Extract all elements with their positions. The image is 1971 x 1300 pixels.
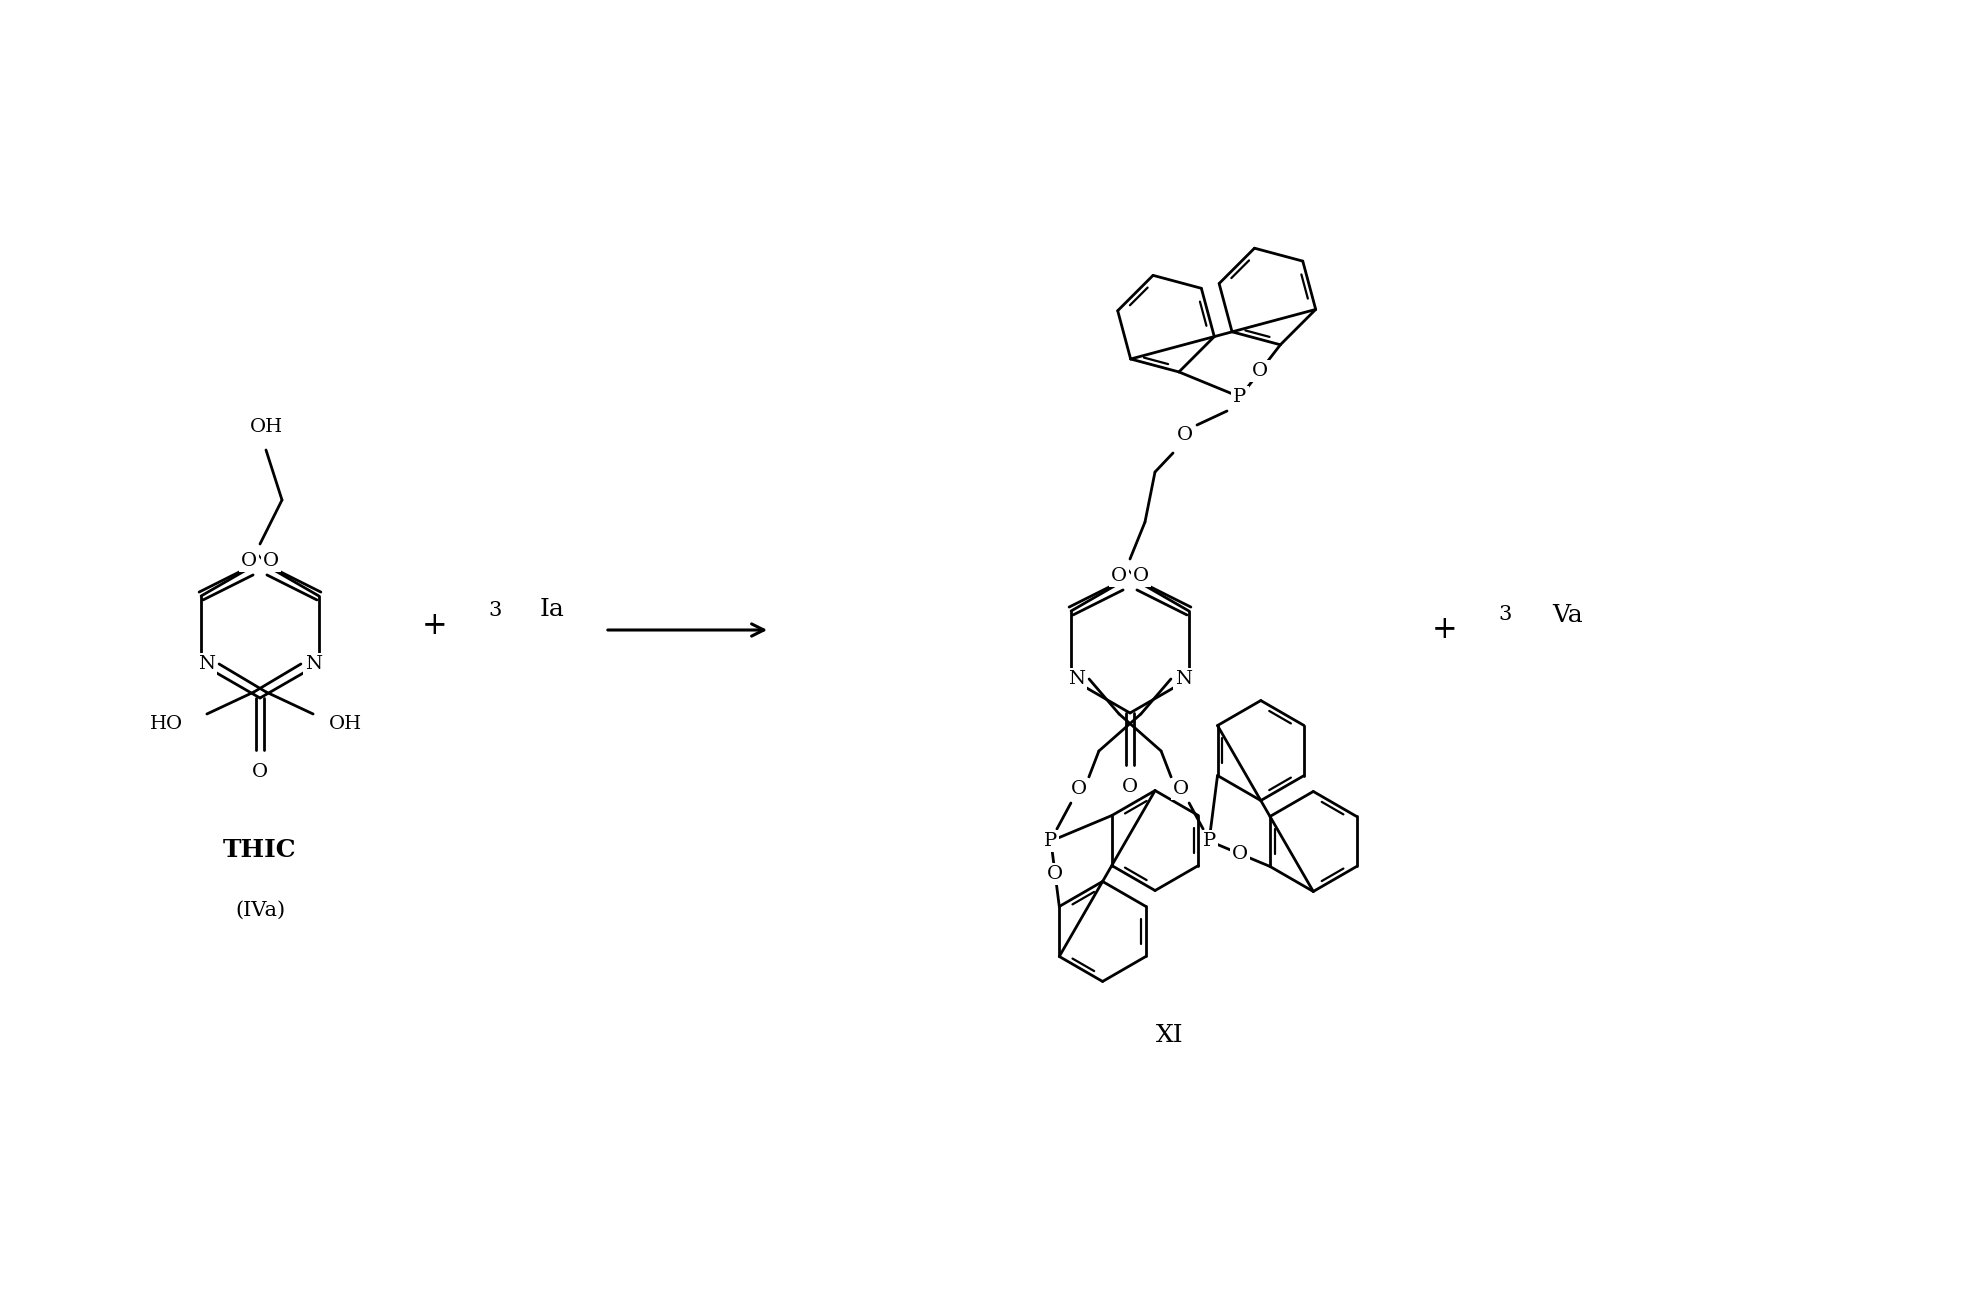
Text: HO: HO: [150, 715, 183, 733]
Text: N: N: [252, 551, 268, 569]
Text: Va: Va: [1553, 603, 1583, 627]
Text: N: N: [306, 655, 323, 673]
Text: O: O: [1173, 780, 1189, 798]
Text: OH: OH: [329, 715, 361, 733]
Text: P: P: [1202, 832, 1216, 850]
Text: O: O: [1047, 864, 1062, 883]
Text: THIC: THIC: [223, 838, 298, 862]
Text: O: O: [252, 763, 268, 781]
Text: Ia: Ia: [540, 598, 564, 621]
Text: O: O: [1121, 777, 1137, 796]
Text: O: O: [1112, 567, 1127, 585]
Text: O: O: [1252, 361, 1267, 380]
Text: (IVa): (IVa): [235, 901, 286, 919]
Text: P: P: [1234, 387, 1246, 406]
Text: O: O: [262, 552, 278, 571]
Text: XI: XI: [1157, 1023, 1185, 1046]
Text: O: O: [1232, 845, 1248, 863]
Text: P: P: [1045, 832, 1058, 850]
Text: N: N: [1068, 670, 1084, 688]
Text: 3: 3: [1498, 606, 1512, 624]
Text: O: O: [1177, 426, 1192, 445]
Text: +: +: [1433, 615, 1459, 646]
Text: N: N: [1175, 670, 1192, 688]
Text: N: N: [197, 655, 215, 673]
Text: 3: 3: [489, 601, 503, 620]
Text: OH: OH: [250, 419, 282, 436]
Text: N: N: [1121, 566, 1139, 584]
Text: O: O: [1133, 567, 1149, 585]
Text: +: +: [422, 610, 447, 641]
Text: O: O: [240, 552, 258, 571]
Text: O: O: [1070, 780, 1086, 798]
